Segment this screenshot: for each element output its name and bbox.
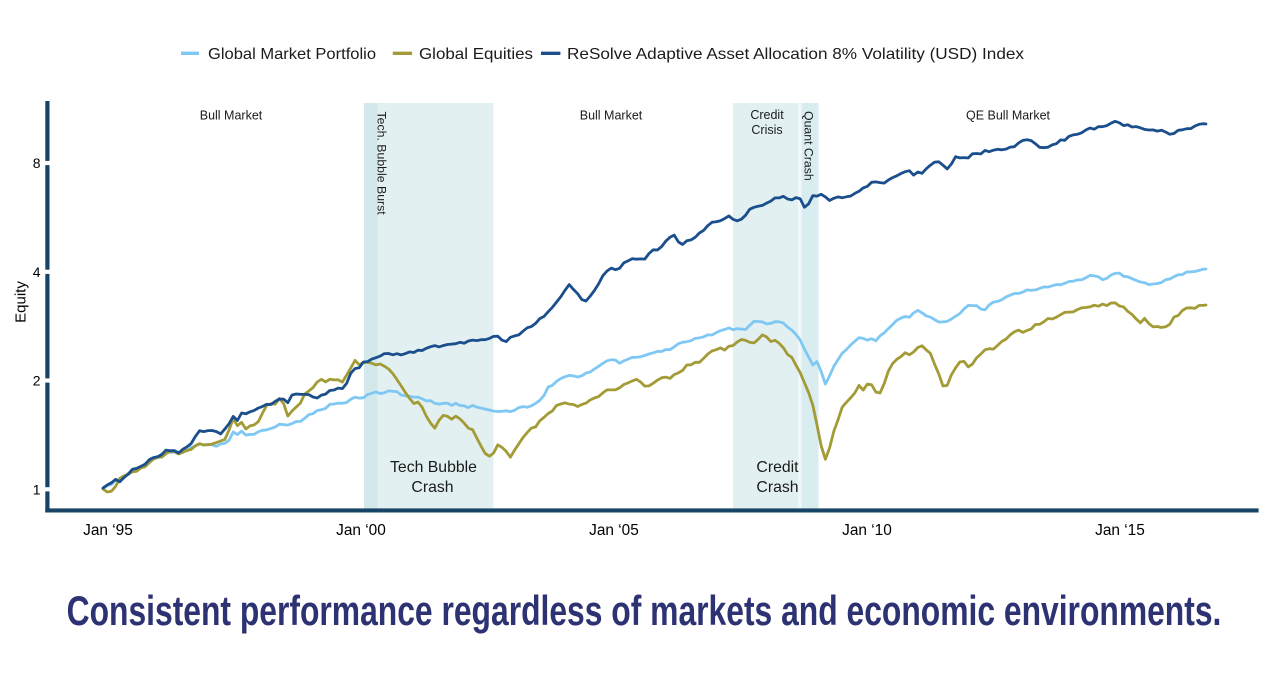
svg-text:Bull Market: Bull Market — [200, 109, 263, 123]
svg-text:Equity: Equity — [13, 281, 30, 323]
svg-text:2: 2 — [33, 373, 41, 389]
svg-text:8: 8 — [33, 155, 41, 171]
svg-text:Jan ‘15: Jan ‘15 — [1095, 522, 1145, 539]
svg-text:Crash: Crash — [411, 479, 453, 496]
svg-text:Bull Market: Bull Market — [580, 109, 643, 123]
svg-text:1: 1 — [33, 481, 41, 497]
svg-text:Jan ‘10: Jan ‘10 — [842, 522, 892, 539]
svg-text:4: 4 — [33, 264, 41, 280]
svg-text:Jan ‘95: Jan ‘95 — [83, 522, 133, 539]
svg-text:ReSolve Adaptive Asset Allocat: ReSolve Adaptive Asset Allocation 8% Vol… — [567, 46, 1024, 63]
svg-text:Global Equities: Global Equities — [419, 46, 533, 63]
svg-text:Global Market Portfolio: Global Market Portfolio — [208, 46, 376, 63]
svg-text:Crisis: Crisis — [751, 123, 782, 137]
svg-text:Quant Crash: Quant Crash — [802, 111, 816, 181]
svg-text:Tech Bubble: Tech Bubble — [390, 459, 477, 476]
svg-text:Crash: Crash — [756, 479, 798, 496]
svg-text:Jan ‘05: Jan ‘05 — [589, 522, 639, 539]
svg-text:Credit: Credit — [750, 108, 784, 122]
svg-text:Consistent performance regardl: Consistent performance regardless of mar… — [67, 587, 1222, 634]
svg-text:QE Bull Market: QE Bull Market — [966, 109, 1051, 123]
svg-text:Credit: Credit — [756, 459, 799, 476]
svg-text:Tech. Bubble Burst: Tech. Bubble Burst — [375, 112, 389, 216]
svg-text:Jan ‘00: Jan ‘00 — [336, 522, 386, 539]
